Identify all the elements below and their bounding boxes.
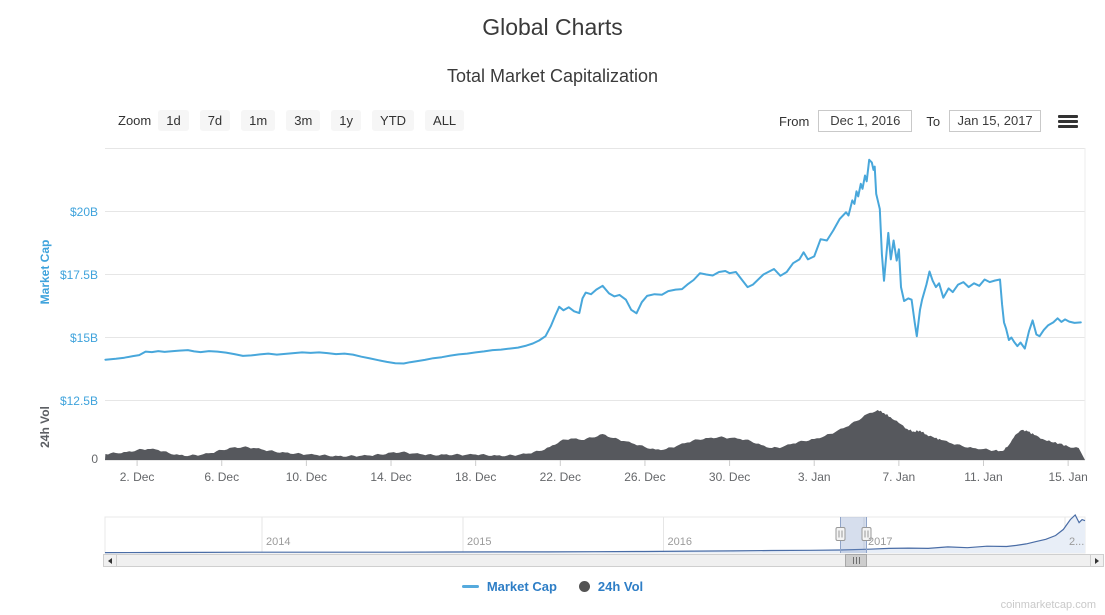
scrollbar-right-button[interactable] [1090,554,1104,567]
date-range-controls: From Dec 1, 2016 To Jan 15, 2017 [779,110,1079,132]
navigator-year-label: 2016 [667,536,692,548]
from-date-input[interactable]: Dec 1, 2016 [818,110,913,132]
navigator-chart[interactable] [0,505,1105,555]
navigator-year-label: 2... [1069,536,1085,548]
navigator-year-label: 2014 [266,536,291,548]
grip-icon [858,557,860,564]
x-axis-label: 2. Dec [119,470,155,484]
watermark: coinmarketcap.com [1000,599,1096,611]
x-axis-label: 26. Dec [624,470,666,484]
navigator-year-label: 2017 [868,536,893,548]
navigator-right-handle[interactable] [861,527,872,541]
legend-item-24h-vol[interactable]: 24h Vol [578,579,644,594]
scrollbar-track[interactable] [103,554,1104,567]
page-title: Global Charts [482,14,623,40]
zoom-button-1y[interactable]: 1y [331,110,362,131]
grip-icon [855,557,857,564]
y-axis-label: $20B [69,204,98,219]
zoom-button-1d[interactable]: 1d [158,110,189,131]
market-cap-line-series [104,158,1082,365]
zoom-button-3m[interactable]: 3m [286,110,321,131]
navigator-year-label: 2015 [467,536,492,548]
x-axis-label: 7. Jan [882,470,916,484]
zoom-controls: Zoom 1d 7d 1m 3m 1y YTD ALL [118,110,475,131]
volume-area-series [105,410,1085,460]
line-marker-icon [461,585,479,588]
chart-title: Total Market Capitalization [446,66,659,86]
hamburger-menu-icon[interactable] [1058,113,1079,130]
x-axis-label: 11. Jan [964,470,1003,484]
from-label: From [779,113,810,129]
x-axis-label: 6. Dec [204,470,240,484]
volume-zero-label: 0 [91,452,98,466]
legend-item-market-cap[interactable]: Market Cap [461,579,557,594]
x-axis-label: 14. Dec [370,470,412,484]
scrollbar-thumb[interactable] [845,554,867,567]
scrollbar-left-button[interactable] [103,554,117,567]
x-axis-label: 10. Dec [285,470,328,484]
right-arrow-icon [1095,557,1099,564]
zoom-button-group: 1d 7d 1m 3m 1y YTD ALL [158,110,475,131]
zoom-button-all[interactable]: ALL [425,110,465,131]
navigator-area [105,515,1085,553]
main-chart [104,148,1086,466]
legend-label: 24h Vol [597,579,644,594]
y-axis-label: $17.5B [59,267,98,282]
zoom-button-7d[interactable]: 7d [199,110,231,131]
zoom-label: Zoom [118,113,152,128]
chart-legend: Market Cap 24h Vol [0,579,1105,594]
x-axis-label: 22. Dec [539,470,581,484]
x-axis-label: 30. Dec [708,470,751,484]
y-axis-label: $15B [69,330,98,345]
navigator-line-series [104,514,1086,554]
grip-icon [852,557,854,564]
y-axis-label: $12.5B [59,393,98,408]
x-axis-label: 3. Jan [797,470,831,484]
to-label: To [926,113,941,129]
x-axis-label: 18. Dec [454,470,497,484]
x-axis-label: 15. Jan [1048,470,1088,484]
to-date-input[interactable]: Jan 15, 2017 [949,110,1042,132]
zoom-button-ytd[interactable]: YTD [372,110,415,131]
volume-axis-title: 24h Vol [38,406,52,448]
navigator-left-handle[interactable] [835,527,846,541]
left-arrow-icon [108,557,112,564]
dot-marker-icon [578,581,590,592]
legend-label: Market Cap [486,579,557,594]
zoom-button-1m[interactable]: 1m [241,110,276,131]
